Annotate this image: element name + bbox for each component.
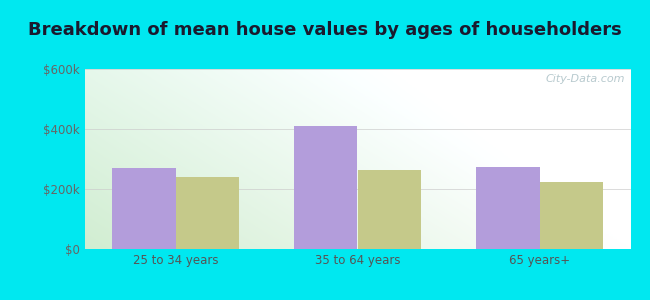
Text: Breakdown of mean house values by ages of householders: Breakdown of mean house values by ages o… (28, 21, 622, 39)
Bar (294, 126, 358, 249)
Bar (540, 182, 603, 249)
Bar (176, 177, 239, 249)
Bar (476, 167, 540, 249)
Bar (358, 169, 421, 249)
Text: City-Data.com: City-Data.com (545, 74, 625, 84)
Bar (112, 168, 176, 249)
